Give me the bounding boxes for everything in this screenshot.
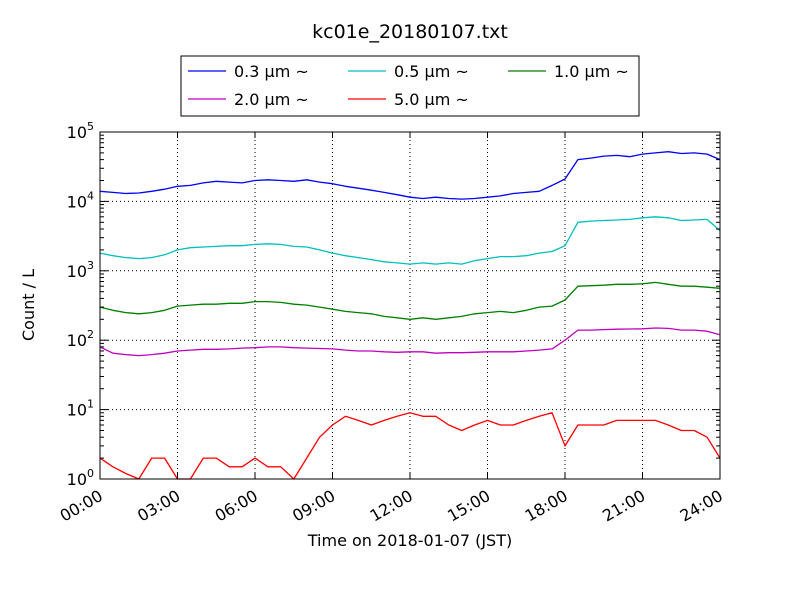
y-tick-label: 100 — [67, 467, 94, 489]
y-tick-label: 103 — [67, 259, 94, 281]
series-line — [99, 327, 721, 357]
x-axis-title: Time on 2018-01-07 (JST) — [307, 531, 512, 550]
y-tick-label: 104 — [67, 189, 94, 211]
legend-label: 1.0 μm ~ — [554, 62, 629, 81]
series-line — [99, 281, 721, 320]
legend-label: 0.5 μm ~ — [394, 62, 469, 81]
legend-label: 5.0 μm ~ — [394, 90, 469, 109]
y-axis-title: Count / L — [19, 269, 38, 341]
y-tick-label: 101 — [67, 398, 94, 420]
grid — [100, 132, 720, 479]
axis-ticks — [99, 131, 721, 480]
y-tick-labels: 100 101 102 103 104 105 — [67, 120, 94, 489]
legend-box — [180, 55, 640, 117]
series-line — [99, 151, 721, 200]
series-line — [99, 216, 721, 265]
y-tick-label: 105 — [67, 120, 94, 142]
legend-label: 0.3 μm ~ — [234, 62, 309, 81]
series-lines — [99, 151, 721, 480]
legend: 0.3 μm ~ 0.5 μm ~ 1.0 μm ~ 2.0 μm ~ 5.0 μm ~ — [180, 55, 640, 117]
series-line — [99, 412, 721, 480]
y-tick-label: 102 — [67, 328, 94, 350]
chart-title: kc01e_20180107.txt — [312, 21, 508, 43]
legend-label: 2.0 μm ~ — [234, 90, 309, 109]
